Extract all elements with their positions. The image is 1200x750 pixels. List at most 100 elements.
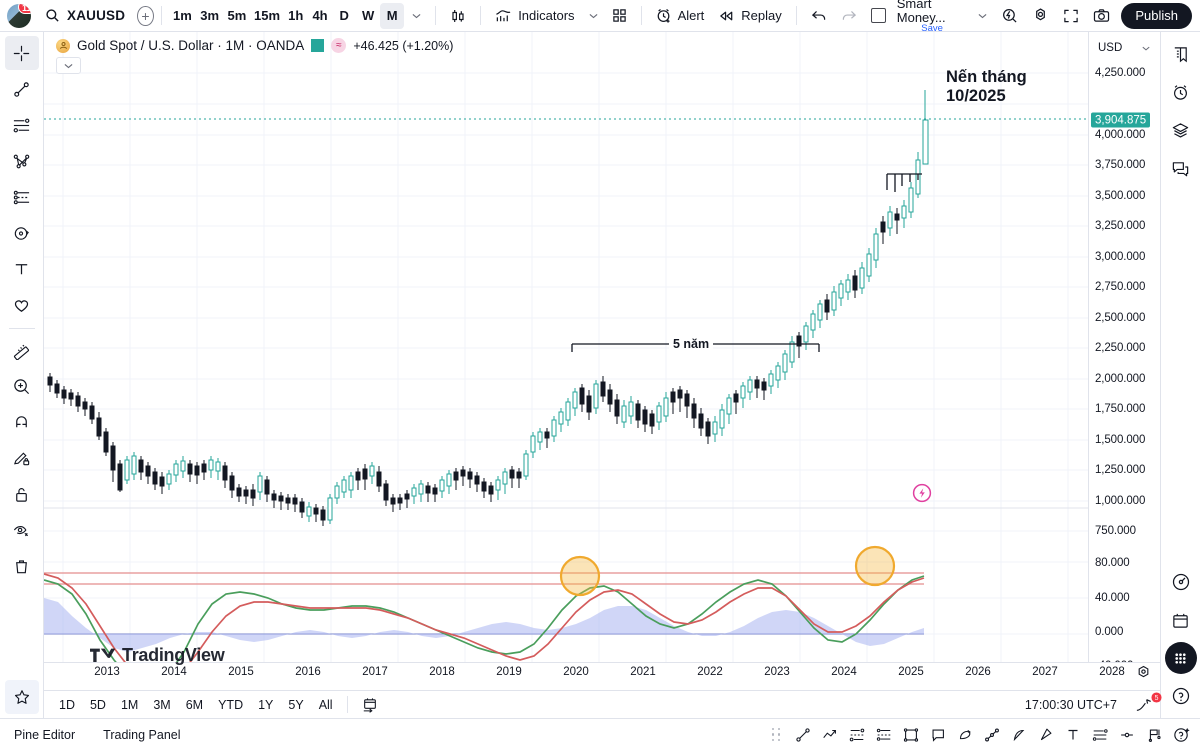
text-icon[interactable] (1060, 722, 1086, 748)
text-tool-icon[interactable] (5, 252, 39, 286)
timeframe-w[interactable]: W (362, 8, 375, 23)
apps-grid-icon[interactable] (1164, 642, 1197, 674)
timeframe-15m[interactable]: 15m (254, 8, 281, 23)
watchlist-icon[interactable] (1165, 38, 1197, 70)
time-scale[interactable]: 2013 2014 2015 2016 2017 2018 2019 2020 … (44, 662, 1160, 684)
tab-trading-panel[interactable]: Trading Panel (103, 727, 181, 742)
timeframe-more-button[interactable] (404, 3, 428, 29)
patterns-heart-icon[interactable] (5, 288, 39, 322)
timeframe-d[interactable]: D (339, 8, 349, 23)
arrow-marker-icon[interactable] (1033, 722, 1059, 748)
range-1m[interactable]: 1M (120, 697, 139, 712)
price-label: 80.000 (1095, 557, 1130, 569)
help-question-icon[interactable] (1165, 680, 1197, 712)
hide-drawings-icon[interactable] (5, 513, 39, 547)
snapshot-button[interactable] (1086, 3, 1117, 29)
stay-in-drawing-mode-icon[interactable] (5, 441, 39, 475)
brush-circle-icon[interactable] (5, 216, 39, 250)
horizontal-ray-icon[interactable] (844, 722, 870, 748)
range-1d[interactable]: 1D (59, 697, 75, 712)
price-scale-unit-button[interactable]: USD (1093, 38, 1155, 58)
rectangle-icon[interactable] (898, 722, 924, 748)
path-icon[interactable] (979, 722, 1005, 748)
timeframe-1m[interactable]: 1m (173, 8, 192, 23)
legend-collapse-button[interactable] (56, 57, 81, 74)
symbol-search[interactable]: XAUUSD (37, 3, 133, 29)
timeframe-3m[interactable]: 3m (200, 8, 220, 23)
price-label: 2,250.000 (1095, 342, 1146, 354)
trend-line-icon[interactable] (5, 72, 39, 106)
zoom-in-icon[interactable] (5, 369, 39, 403)
layout-save-link[interactable]: Save (921, 23, 943, 35)
add-symbol-button[interactable]: + (137, 5, 154, 26)
range-3m[interactable]: 3M (153, 697, 171, 712)
dot-marker-icon[interactable] (1114, 722, 1140, 748)
range-5y[interactable]: 5Y (288, 697, 304, 712)
remove-drawings-icon[interactable] (5, 549, 39, 583)
alerts-clock-icon[interactable] (1165, 76, 1197, 108)
user-avatar[interactable]: 11 (7, 3, 31, 28)
chart-style-button[interactable] (443, 3, 473, 29)
chart-container[interactable]: Nến tháng 10/2025 5 năm TradingView (44, 32, 1160, 718)
trend-line-icon[interactable] (790, 722, 816, 748)
range-1y[interactable]: 1Y (258, 697, 274, 712)
layout-menu-button[interactable] (971, 3, 994, 29)
fullscreen-button[interactable] (1056, 3, 1086, 29)
chat-bubbles-icon[interactable] (1165, 152, 1197, 184)
drag-grip-icon[interactable] (763, 722, 789, 748)
indicators-more-button[interactable] (582, 3, 605, 29)
range-5d[interactable]: 5D (89, 697, 106, 712)
brush-icon[interactable] (952, 722, 978, 748)
lock-drawings-icon[interactable] (5, 477, 39, 511)
replay-button[interactable]: Replay (711, 3, 788, 29)
layouts-button[interactable] (605, 3, 634, 29)
candle-note-annotation[interactable]: Nến tháng 10/2025 (946, 68, 1027, 105)
emoji-sticker-icon[interactable] (1168, 722, 1194, 748)
timeframe-1h[interactable]: 1h (288, 8, 304, 23)
price-scale[interactable]: USD 4,250.000 4,000.000 3,750.000 3,500.… (1088, 32, 1160, 684)
pitchfork-lines-icon[interactable] (1087, 722, 1113, 748)
note-callout-icon[interactable] (925, 722, 951, 748)
undo-button[interactable] (804, 3, 834, 29)
cursor-crosshair-icon[interactable] (4, 36, 39, 70)
timeframe-4h[interactable]: 4h (312, 8, 328, 23)
log-scale-icon[interactable]: 5 (1128, 692, 1162, 715)
go-to-date-icon[interactable] (355, 694, 385, 715)
tab-pine-editor[interactable]: Pine Editor (14, 727, 76, 742)
timeframe-m[interactable]: M (380, 2, 405, 29)
legend-main-row[interactable]: Gold Spot / U.S. Dollar · 1M · OANDA ≈ +… (56, 38, 453, 53)
range-ytd[interactable]: YTD (218, 697, 244, 712)
layout-mode-button[interactable] (864, 3, 893, 29)
quick-search-button[interactable] (994, 3, 1025, 29)
trend-angle-icon[interactable] (817, 722, 843, 748)
range-6m[interactable]: 6M (185, 697, 204, 712)
redo-button[interactable] (834, 3, 864, 29)
timeframe-5m[interactable]: 5m (227, 8, 247, 23)
timescale-settings-icon[interactable] (1136, 665, 1151, 680)
price-label: 4,250.000 (1095, 67, 1146, 79)
five-year-label[interactable]: 5 năm (669, 337, 714, 351)
indicators-button[interactable]: Indicators (488, 3, 581, 29)
calendar-icon[interactable] (1165, 604, 1197, 636)
notification-badge[interactable]: 11 (18, 3, 31, 14)
ideas-compass-icon[interactable] (1165, 566, 1197, 598)
horizontal-lines-icon[interactable] (5, 108, 39, 142)
parallel-channel-icon[interactable] (871, 722, 897, 748)
range-all[interactable]: All (318, 697, 333, 712)
pitchfork-icon[interactable] (5, 180, 39, 214)
chart-plot-area[interactable]: Nến tháng 10/2025 5 năm TradingView (44, 32, 1088, 684)
gann-fan-icon[interactable] (5, 144, 39, 178)
magnet-icon[interactable] (5, 405, 39, 439)
price-label: 40.000 (1095, 592, 1130, 604)
bottom-panel-bar: Pine Editor Trading Panel (0, 718, 1200, 750)
chart-layout-name[interactable]: Smart Money... Save (893, 0, 972, 34)
publish-button[interactable]: Publish (1121, 2, 1193, 29)
alert-button[interactable]: Alert (649, 3, 712, 29)
data-window-layers-icon[interactable] (1165, 114, 1197, 146)
favorite-drawings-button[interactable] (5, 680, 39, 714)
flag-icon[interactable] (1141, 722, 1167, 748)
measure-ruler-icon[interactable] (5, 333, 39, 367)
chart-settings-button[interactable] (1025, 3, 1056, 29)
top-toolbar: 11 XAUUSD + 1m 3m 5m 15m 1h 4h D W M (0, 0, 1200, 34)
triangle-icon[interactable] (1006, 722, 1032, 748)
